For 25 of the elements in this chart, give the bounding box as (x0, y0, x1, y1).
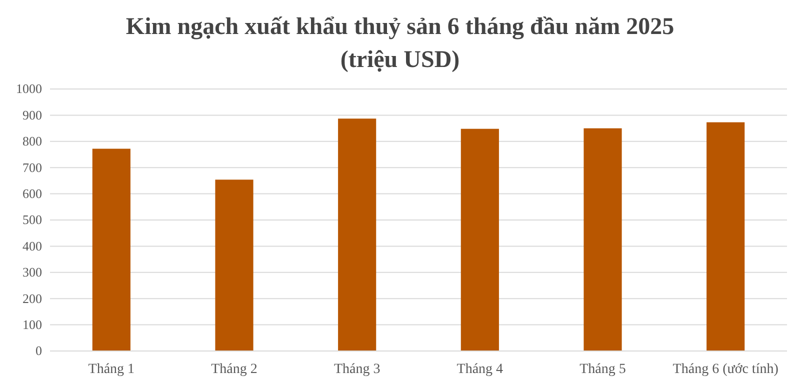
x-tick-label: Tháng 5 (580, 362, 626, 377)
bar (92, 148, 130, 351)
bar (215, 180, 254, 351)
y-tick-label: 500 (22, 212, 42, 228)
bar (706, 122, 745, 351)
bar (338, 118, 376, 351)
x-tick-label: Tháng 3 (334, 362, 380, 377)
y-tick-label: 200 (22, 290, 42, 306)
y-tick-label: 1000 (16, 81, 42, 96)
chart-title: Kim ngạch xuất khẩu thuỷ sản 6 tháng đầu năm 2025 (126, 14, 674, 40)
y-tick-label: 700 (22, 160, 42, 175)
y-tick-label: 300 (22, 264, 42, 280)
y-tick-label: 100 (22, 316, 42, 332)
x-tick-label: Tháng 4 (456, 362, 504, 377)
chart-subtitle: (triệu USD) (340, 47, 460, 73)
x-tick-label: Tháng 2 (211, 362, 258, 377)
x-tick-label: Tháng 1 (88, 362, 135, 377)
y-tick-label: 0 (36, 343, 42, 358)
y-tick-label: 600 (22, 186, 42, 201)
y-tick-label: 900 (22, 107, 42, 122)
x-tick-label: Tháng 6 (ước tính) (672, 362, 779, 377)
y-tick-label: 400 (22, 238, 42, 254)
y-tick-label: 800 (22, 134, 42, 149)
bar (460, 128, 499, 351)
bar (584, 128, 622, 351)
